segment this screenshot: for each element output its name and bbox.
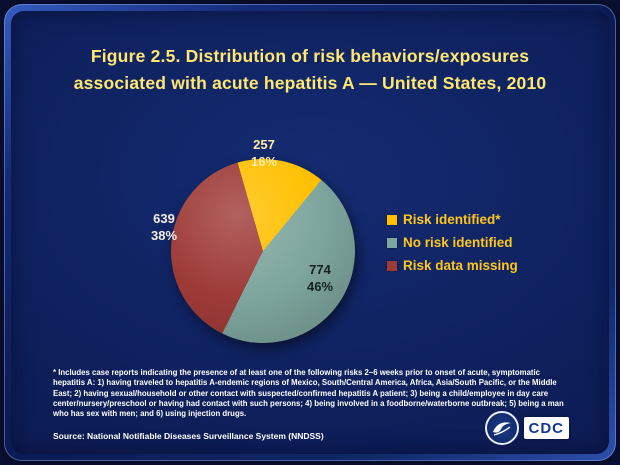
legend: Risk identified* No risk identified Risk…: [387, 208, 518, 277]
slice-pct: 38%: [150, 227, 178, 243]
slice-pct: 46%: [306, 278, 334, 294]
legend-swatch: [387, 214, 397, 225]
cdc-wordmark-box: CDC: [523, 417, 569, 439]
cdc-logo: CDC: [484, 411, 569, 445]
legend-item-risk-identified: Risk identified*: [387, 208, 518, 231]
source-line: Source: National Notifiable Diseases Sur…: [53, 431, 324, 441]
figure-title: Figure 2.5. Distribution of risk behavio…: [73, 46, 547, 94]
legend-swatch: [387, 260, 397, 271]
slice-value: 774: [309, 262, 331, 277]
slice-value: 257: [253, 137, 275, 152]
slice-value: 639: [153, 211, 175, 226]
slide-background: Figure 2.5. Distribution of risk behavio…: [11, 11, 609, 454]
legend-swatch: [387, 237, 397, 248]
hhs-seal-icon: [484, 411, 519, 445]
pie-label-risk-identified: 257 16%: [232, 137, 296, 171]
legend-label: Risk data missing: [403, 258, 518, 273]
slide-frame: Figure 2.5. Distribution of risk behavio…: [4, 4, 616, 461]
legend-label: Risk identified*: [403, 212, 501, 227]
legend-item-no-risk-identified: No risk identified: [387, 231, 518, 254]
pie-chart: [171, 159, 355, 343]
pie-label-no-risk-identified: 774 46%: [288, 262, 352, 296]
cdc-wordmark: CDC: [528, 420, 564, 437]
chart-area: 257 16% 774 46% 639 38% Risk identified*…: [11, 11, 609, 454]
legend-label: No risk identified: [403, 235, 513, 250]
pie-label-risk-data-missing: 639 38%: [132, 211, 196, 245]
legend-item-risk-data-missing: Risk data missing: [387, 254, 518, 277]
footnote: * Includes case reports indicating the p…: [53, 368, 564, 419]
slice-pct: 16%: [250, 153, 278, 169]
